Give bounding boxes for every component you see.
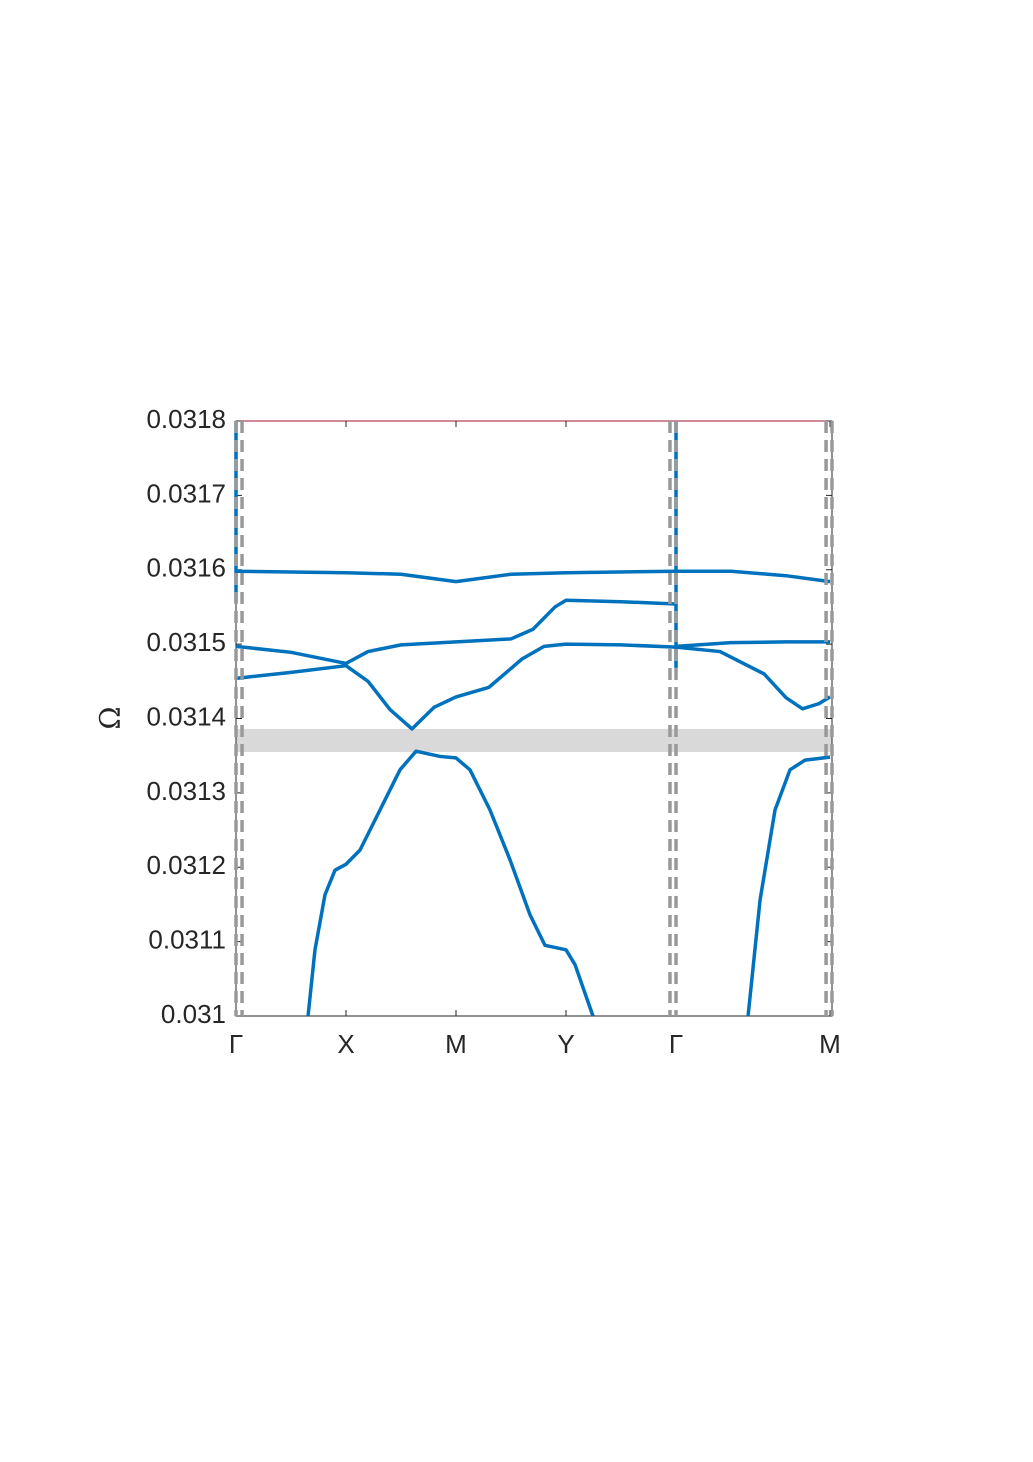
y-tick-label: 0.0311: [148, 925, 226, 955]
x-tick-label: M: [819, 1029, 841, 1059]
x-tick-label: Y: [557, 1029, 574, 1059]
band-line: [235, 598, 831, 666]
band-gap: [236, 728, 832, 752]
y-tick-label: 0.0317: [146, 478, 226, 508]
band-line: [234, 421, 678, 668]
x-tick-label: Γ: [669, 1029, 683, 1059]
band-line: [235, 642, 831, 731]
y-tick-label: 0.0318: [146, 404, 226, 434]
x-tick-label: M: [445, 1029, 467, 1059]
y-tick-label: 0.0312: [146, 850, 226, 880]
band-line: [235, 569, 831, 584]
y-axis-label: Ω: [94, 706, 127, 729]
y-tick-label: 0.0313: [146, 776, 226, 806]
y-tick-label: 0.0315: [146, 627, 226, 657]
y-tick-label: 0.0314: [146, 701, 226, 731]
band-line: [306, 749, 831, 1017]
y-tick-label: 0.031: [161, 999, 226, 1029]
x-tick-label: X: [337, 1029, 354, 1059]
y-tick-label: 0.0316: [146, 553, 226, 583]
x-tick-label: Γ: [229, 1029, 243, 1059]
